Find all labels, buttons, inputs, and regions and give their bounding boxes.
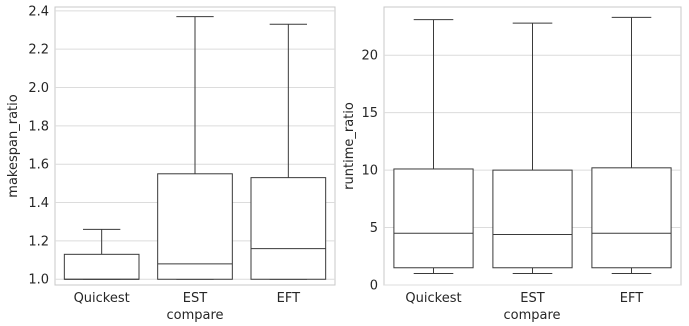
y-tick-label: 1.4 bbox=[28, 196, 49, 211]
x-axis-label: compare bbox=[166, 308, 223, 323]
x-tick-label: EFT bbox=[620, 291, 643, 306]
y-tick-label: 20 bbox=[361, 49, 378, 64]
box-quickest bbox=[63, 228, 140, 280]
y-tick-label: 10 bbox=[361, 164, 378, 179]
box-est bbox=[157, 16, 233, 280]
iqr-box bbox=[63, 253, 140, 280]
y-tick-label: 2.2 bbox=[28, 43, 49, 58]
y-tick-labels: 0 5 10 15 20 bbox=[361, 49, 378, 294]
x-tick-label: EST bbox=[183, 291, 207, 306]
y-tick-label: 2.0 bbox=[28, 81, 49, 96]
box-eft bbox=[591, 16, 672, 275]
box-plots bbox=[393, 16, 672, 275]
x-axis-label: compare bbox=[503, 308, 560, 323]
y-tick-label: 1.8 bbox=[28, 119, 49, 134]
x-tick-label: Quickest bbox=[405, 291, 461, 306]
x-tick-labels: Quickest EST EFT bbox=[405, 291, 643, 306]
y-tick-label: 0 bbox=[370, 279, 378, 294]
y-tick-labels: 1.0 1.2 1.4 1.6 1.8 2.0 2.2 2.4 bbox=[28, 4, 49, 287]
box-eft bbox=[250, 23, 327, 280]
y-tick-label: 1.0 bbox=[28, 273, 49, 288]
y-tick-label: 5 bbox=[370, 221, 378, 236]
iqr-box bbox=[250, 177, 327, 280]
iqr-box bbox=[157, 173, 233, 280]
iqr-box bbox=[591, 167, 672, 269]
x-tick-label: EST bbox=[520, 291, 544, 306]
y-axis-label: runtime_ratio bbox=[342, 102, 357, 190]
x-tick-label: EFT bbox=[277, 291, 300, 306]
iqr-box bbox=[393, 168, 474, 269]
y-tick-label: 1.6 bbox=[28, 158, 49, 173]
box-quickest bbox=[393, 19, 474, 275]
x-tick-labels: Quickest EST EFT bbox=[74, 291, 301, 306]
box-plots bbox=[63, 16, 327, 280]
x-tick-label: Quickest bbox=[74, 291, 130, 306]
runtime-ratio-chart: 0 5 10 15 20 Quickest EST EFT runtime_ratio co… bbox=[342, 6, 682, 323]
y-axis-label: makespan_ratio bbox=[6, 94, 21, 197]
box-est bbox=[492, 22, 573, 275]
y-tick-label: 1.2 bbox=[28, 234, 49, 249]
y-tick-label: 2.4 bbox=[28, 4, 49, 19]
iqr-box bbox=[492, 169, 573, 269]
y-tick-label: 15 bbox=[361, 106, 378, 121]
makespan-ratio-chart: 1.01.21.41.61.82.02.22.4 Quickest EST EFT … bbox=[6, 4, 336, 323]
